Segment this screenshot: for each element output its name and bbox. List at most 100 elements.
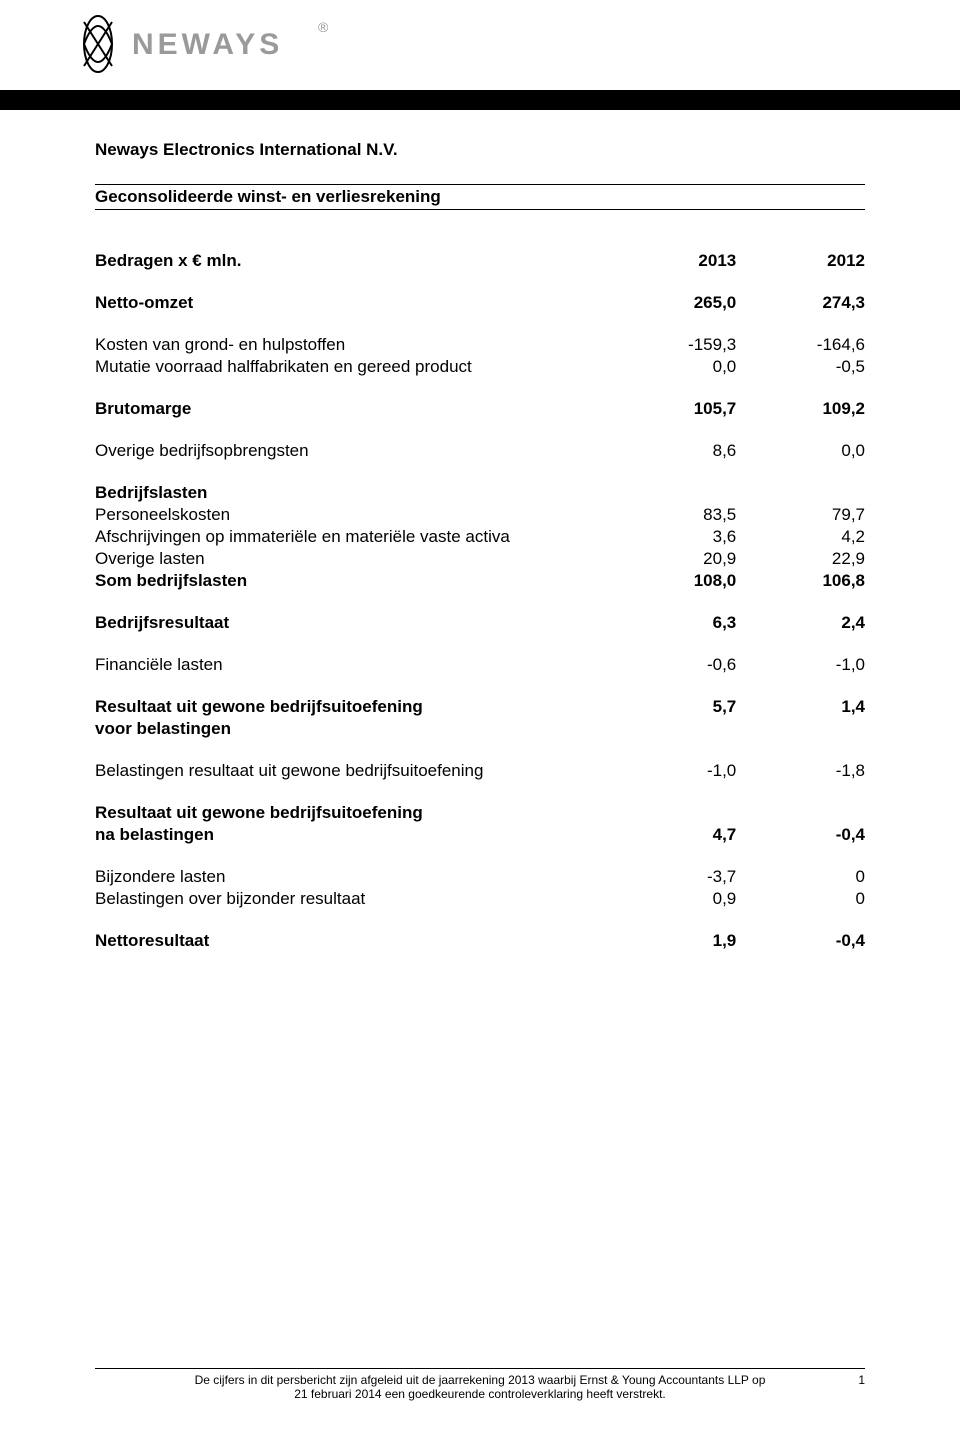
row-label: Bijzondere lasten [95,866,608,888]
row-value-2013 [608,718,737,740]
spacer-row [95,782,865,802]
row-value-2013: 108,0 [608,570,737,592]
row-value-2013 [608,482,737,504]
footer-line-1: De cijfers in dit persbericht zijn afgel… [195,1373,766,1387]
row-label: Bedrijfslasten [95,482,608,504]
row-label: Netto-omzet [95,292,608,314]
table-row: Personeelskosten83,579,7 [95,504,865,526]
footer: De cijfers in dit persbericht zijn afgel… [0,1368,960,1401]
row-value-2012 [736,718,865,740]
table-row: Belastingen resultaat uit gewone bedrijf… [95,760,865,782]
company-logo: NEWAYS ® [70,12,350,81]
row-label: Som bedrijfslasten [95,570,608,592]
table-row: Afschrijvingen op immateriële en materië… [95,526,865,548]
row-value-2013: -0,6 [608,654,737,676]
table-header-year: 2012 [736,250,865,272]
row-label: Belastingen over bijzonder resultaat [95,888,608,910]
row-value-2013: 3,6 [608,526,737,548]
row-value-2013: 20,9 [608,548,737,570]
spacer-row [95,462,865,482]
table-header-label: Bedragen x € mln. [95,250,608,272]
header-bar: NEWAYS ® [0,0,960,110]
row-value-2013: 6,3 [608,612,737,634]
row-value-2012 [736,482,865,504]
table-row: Mutatie voorraad halffabrikaten en geree… [95,356,865,378]
spacer-row [95,634,865,654]
footer-line-2: 21 februari 2014 een goedkeurende contro… [294,1387,666,1401]
table-row: Bedrijfsresultaat6,32,4 [95,612,865,634]
table-row: Netto-omzet265,0274,3 [95,292,865,314]
section-title-box: Geconsolideerde winst- en verliesrekenin… [95,184,865,210]
spacer-row [95,740,865,760]
table-row: Financiële lasten-0,6-1,0 [95,654,865,676]
row-value-2013: 5,7 [608,696,737,718]
row-value-2012: 109,2 [736,398,865,420]
row-label: Overige lasten [95,548,608,570]
row-value-2012: -1,0 [736,654,865,676]
table-row: Resultaat uit gewone bedrijfsuitoefening [95,802,865,824]
table-row: Belastingen over bijzonder resultaat0,90 [95,888,865,910]
row-value-2012: 2,4 [736,612,865,634]
row-value-2013: 4,7 [608,824,737,846]
table-row: Bedrijfslasten [95,482,865,504]
svg-text:NEWAYS: NEWAYS [132,28,283,61]
table-header-row: Bedragen x € mln.20132012 [95,250,865,272]
row-value-2012 [736,802,865,824]
footer-rule [95,1368,865,1369]
row-value-2012: 0 [736,888,865,910]
row-value-2012: -1,8 [736,760,865,782]
table-row: Som bedrijfslasten108,0106,8 [95,570,865,592]
row-value-2013: 8,6 [608,440,737,462]
table-row: Overige lasten20,922,9 [95,548,865,570]
row-value-2013: 1,9 [608,930,737,952]
row-value-2013: -3,7 [608,866,737,888]
row-value-2013: 0,9 [608,888,737,910]
row-value-2012: 0 [736,866,865,888]
row-label: Personeelskosten [95,504,608,526]
row-label: Bedrijfsresultaat [95,612,608,634]
row-label: na belastingen [95,824,608,846]
spacer-row [95,314,865,334]
row-value-2012: 79,7 [736,504,865,526]
footer-text: De cijfers in dit persbericht zijn afgel… [115,1373,845,1401]
spacer-row [95,846,865,866]
row-label: Brutomarge [95,398,608,420]
spacer-row [95,910,865,930]
table-row: Resultaat uit gewone bedrijfsuitoefening… [95,696,865,718]
table-row: na belastingen4,7-0,4 [95,824,865,846]
spacer-row [95,676,865,696]
table-row: Kosten van grond- en hulpstoffen-159,3-1… [95,334,865,356]
table-row: voor belastingen [95,718,865,740]
row-value-2012: 274,3 [736,292,865,314]
row-value-2012: 22,9 [736,548,865,570]
row-value-2012: 0,0 [736,440,865,462]
row-value-2013: 0,0 [608,356,737,378]
income-statement-table: Bedragen x € mln.20132012 Netto-omzet265,… [95,250,865,952]
row-label: Financiële lasten [95,654,608,676]
row-label: Afschrijvingen op immateriële en materië… [95,526,608,548]
company-name: Neways Electronics International N.V. [95,140,865,160]
table-header-year: 2013 [608,250,737,272]
row-value-2012: 106,8 [736,570,865,592]
row-value-2013: -1,0 [608,760,737,782]
row-label: Resultaat uit gewone bedrijfsuitoefening [95,802,608,824]
page: NEWAYS ® Neways Electronics Internationa… [0,0,960,1431]
row-label: voor belastingen [95,718,608,740]
row-label: Belastingen resultaat uit gewone bedrijf… [95,760,608,782]
spacer-row [95,420,865,440]
row-label: Mutatie voorraad halffabrikaten en geree… [95,356,608,378]
table-row: Nettoresultaat1,9-0,4 [95,930,865,952]
section-title: Geconsolideerde winst- en verliesrekenin… [95,187,441,206]
row-label: Resultaat uit gewone bedrijfsuitoefening [95,696,608,718]
table-row: Overige bedrijfsopbrengsten8,60,0 [95,440,865,462]
table-row: Brutomarge105,7109,2 [95,398,865,420]
row-value-2012: -0,5 [736,356,865,378]
table-row: Bijzondere lasten-3,70 [95,866,865,888]
row-value-2012: -0,4 [736,824,865,846]
row-value-2012: -0,4 [736,930,865,952]
row-value-2013: 83,5 [608,504,737,526]
row-label: Nettoresultaat [95,930,608,952]
row-label: Kosten van grond- en hulpstoffen [95,334,608,356]
row-value-2013 [608,802,737,824]
row-value-2012: 4,2 [736,526,865,548]
